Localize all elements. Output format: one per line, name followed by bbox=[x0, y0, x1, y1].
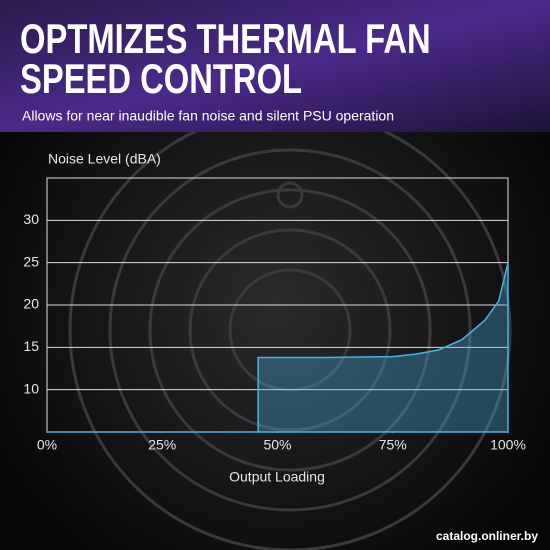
y-tick-label: 30 bbox=[23, 211, 39, 227]
y-tick-label: 10 bbox=[23, 380, 39, 396]
x-tick-label: 75% bbox=[379, 437, 407, 453]
title-line: SPEED CONTROL bbox=[20, 55, 302, 102]
y-axis-label: Noise Level (dBA) bbox=[48, 151, 161, 167]
y-tick-label: 15 bbox=[23, 338, 39, 354]
x-axis-label: Output Loading bbox=[229, 469, 325, 485]
header bbox=[0, 0, 550, 132]
x-tick-label: 100% bbox=[490, 437, 526, 453]
y-tick-label: 25 bbox=[23, 253, 39, 269]
subtitle: Allows for near inaudible fan noise and … bbox=[22, 108, 394, 124]
area bbox=[47, 262, 509, 433]
x-tick-label: 50% bbox=[263, 437, 291, 453]
title-line: OPTMIZES THERMAL FAN bbox=[20, 15, 431, 62]
x-tick-label: 25% bbox=[148, 437, 176, 453]
y-tick-label: 20 bbox=[23, 296, 39, 312]
x-tick-label: 0% bbox=[37, 437, 57, 453]
watermark: catalog.onliner.by bbox=[436, 529, 538, 543]
